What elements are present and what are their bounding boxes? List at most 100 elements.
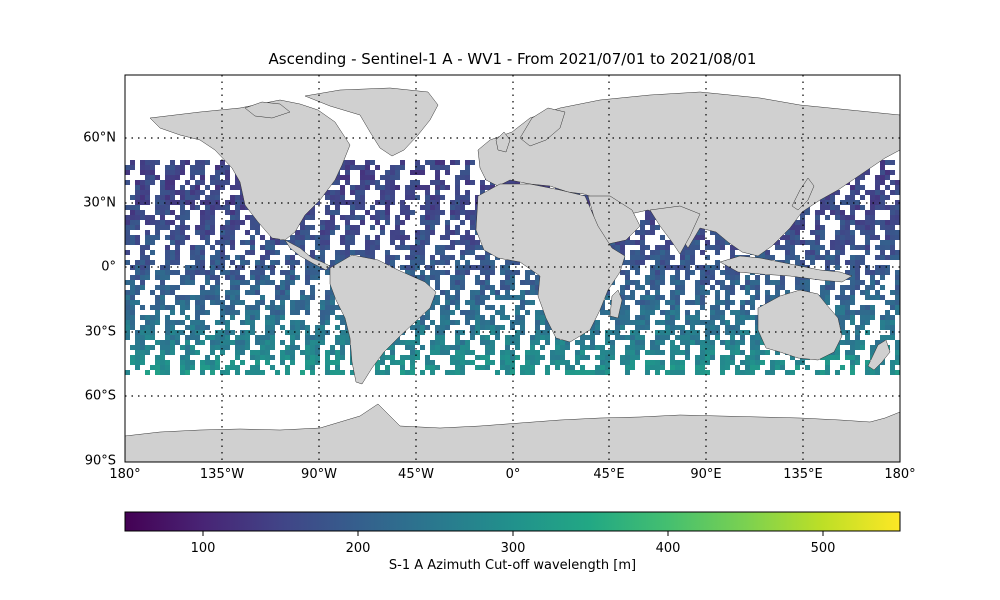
data-cell	[835, 250, 840, 255]
data-cell	[460, 360, 465, 365]
data-cell	[365, 250, 370, 255]
data-cell	[190, 255, 195, 260]
lon-tick-label: 180°	[109, 467, 141, 482]
data-cell	[850, 220, 855, 225]
data-cell	[720, 280, 725, 285]
data-cell	[125, 295, 130, 300]
data-cell	[500, 270, 505, 275]
data-cell	[595, 370, 600, 375]
data-cell	[335, 365, 340, 370]
data-cell	[455, 365, 460, 370]
data-cell	[200, 260, 205, 265]
data-cell	[370, 160, 375, 165]
data-cell	[170, 175, 175, 180]
data-cell	[755, 290, 760, 295]
data-cell	[405, 210, 410, 215]
data-cell	[690, 340, 695, 345]
data-cell	[725, 330, 730, 335]
data-cell	[850, 275, 855, 280]
data-cell	[870, 275, 875, 280]
data-cell	[480, 340, 485, 345]
data-cell	[645, 230, 650, 235]
data-cell	[835, 310, 840, 315]
data-cell	[395, 220, 400, 225]
data-cell	[535, 340, 540, 345]
data-cell	[240, 240, 245, 245]
data-cell	[760, 360, 765, 365]
data-cell	[455, 205, 460, 210]
data-cell	[305, 350, 310, 355]
data-cell	[890, 290, 895, 295]
data-cell	[620, 250, 625, 255]
data-cell	[890, 180, 895, 185]
data-cell	[380, 230, 385, 235]
data-cell	[180, 195, 185, 200]
data-cell	[645, 350, 650, 355]
data-cell	[425, 185, 430, 190]
data-cell	[365, 180, 370, 185]
data-cell	[890, 230, 895, 235]
data-cell	[365, 175, 370, 180]
data-cell	[535, 315, 540, 320]
data-cell	[345, 335, 350, 340]
data-cell	[790, 255, 795, 260]
data-cell	[215, 275, 220, 280]
data-cell	[875, 265, 880, 270]
data-cell	[860, 290, 865, 295]
data-cell	[600, 350, 605, 355]
data-cell	[645, 255, 650, 260]
figure-title: Ascending - Sentinel-1 A - WV1 - From 20…	[268, 50, 757, 68]
data-cell	[395, 360, 400, 365]
data-cell	[430, 345, 435, 350]
data-cell	[395, 235, 400, 240]
data-cell	[225, 295, 230, 300]
data-cell	[740, 285, 745, 290]
data-cell	[705, 290, 710, 295]
data-cell	[215, 285, 220, 290]
data-cell	[335, 370, 340, 375]
data-cell	[240, 280, 245, 285]
data-cell	[460, 210, 465, 215]
data-cell	[250, 305, 255, 310]
data-cell	[730, 345, 735, 350]
data-cell	[205, 215, 210, 220]
data-cell	[200, 370, 205, 375]
data-cell	[125, 205, 130, 210]
data-cell	[665, 250, 670, 255]
data-cell	[510, 270, 515, 275]
data-cell	[415, 350, 420, 355]
data-cell	[320, 300, 325, 305]
data-cell	[160, 365, 165, 370]
data-cell	[330, 215, 335, 220]
data-cell	[435, 295, 440, 300]
data-cell	[235, 310, 240, 315]
data-cell	[210, 270, 215, 275]
data-cell	[670, 300, 675, 305]
data-cell	[750, 350, 755, 355]
data-cell	[285, 280, 290, 285]
data-cell	[255, 365, 260, 370]
data-cell	[685, 315, 690, 320]
data-cell	[565, 370, 570, 375]
data-cell	[510, 260, 515, 265]
data-cell	[890, 220, 895, 225]
data-cell	[740, 360, 745, 365]
data-cell	[320, 310, 325, 315]
data-cell	[680, 330, 685, 335]
data-cell	[355, 165, 360, 170]
data-cell	[400, 370, 405, 375]
data-cell	[540, 345, 545, 350]
data-cell	[265, 330, 270, 335]
data-cell	[155, 195, 160, 200]
data-cell	[195, 350, 200, 355]
data-cell	[555, 365, 560, 370]
data-cell	[795, 365, 800, 370]
data-cell	[150, 165, 155, 170]
data-cell	[470, 210, 475, 215]
data-cell	[230, 240, 235, 245]
data-cell	[880, 220, 885, 225]
data-cell	[375, 365, 380, 370]
data-cell	[720, 240, 725, 245]
data-cell	[215, 255, 220, 260]
data-cell	[145, 350, 150, 355]
